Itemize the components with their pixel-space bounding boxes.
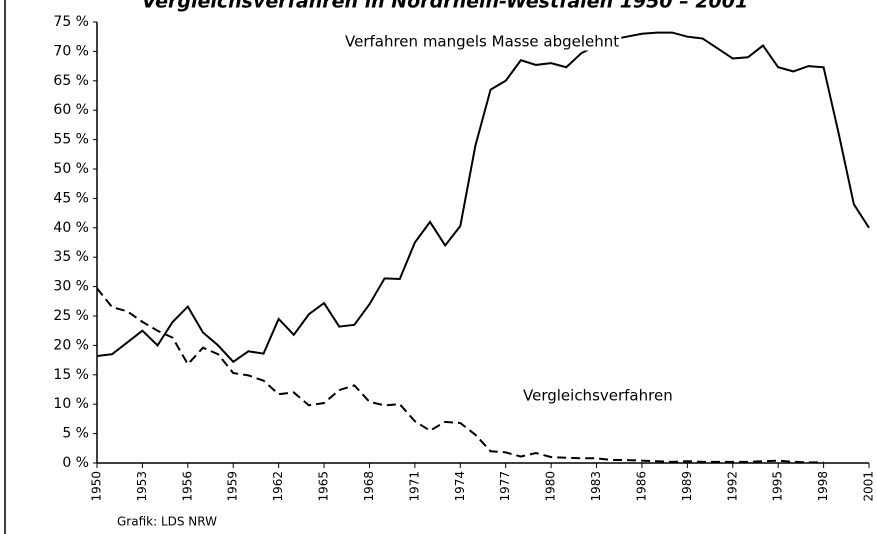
x-tick-label: 2001 xyxy=(862,471,876,502)
x-tick-label: 1974 xyxy=(453,471,467,502)
chart-title: Vergleichsverfahren in Nordrhein-Westfal… xyxy=(142,0,748,13)
y-tick-label: 60 % xyxy=(53,102,89,118)
x-tick-label: 1971 xyxy=(407,471,421,502)
series-label: Vergleichsverfahren xyxy=(523,387,673,405)
y-tick-label: 75 % xyxy=(53,14,89,30)
line xyxy=(96,287,824,464)
x-tick-label: 1980 xyxy=(544,471,558,502)
y-tick-label: 50 % xyxy=(53,161,89,177)
x-tick-label: 1992 xyxy=(725,471,739,502)
x-tick-label: 1950 xyxy=(90,471,104,502)
y-tick-label: 70 % xyxy=(53,43,89,59)
source: Grafik: LDS NRW xyxy=(117,515,217,529)
line xyxy=(96,31,870,364)
x-tick-label: 1989 xyxy=(680,471,694,502)
y-tick-label: 0 % xyxy=(62,455,89,471)
x-tick-label: 1959 xyxy=(226,471,240,502)
x-tick-label: 1998 xyxy=(816,471,830,502)
x-tick-label: 1965 xyxy=(317,471,331,502)
y-tick-label: 45 % xyxy=(53,190,89,206)
y-tick-label: 30 % xyxy=(53,279,89,295)
y-tick-label: 55 % xyxy=(53,132,89,148)
x-tick-label: 1956 xyxy=(180,471,194,502)
series-label-bg xyxy=(343,32,622,51)
y-tick-label: 35 % xyxy=(53,249,89,265)
y-tick-label: 5 % xyxy=(62,426,89,442)
x-tick-label: 1953 xyxy=(135,471,149,502)
x-tick-label: 1986 xyxy=(634,471,648,502)
x-tick-label: 1995 xyxy=(771,471,785,502)
y-tick-label: 15 % xyxy=(53,367,89,383)
y-tick-label: 20 % xyxy=(53,337,89,353)
series-label: Verfahren mangels Masse abgelehnt xyxy=(345,33,619,51)
x-tick-label: 1968 xyxy=(362,471,376,502)
y-tick-label: 10 % xyxy=(53,396,89,412)
y-tick-label: 25 % xyxy=(53,308,89,324)
x-tick-label: 1983 xyxy=(589,471,603,502)
x-tick-label: 1962 xyxy=(271,471,285,502)
x-tick-label: 1977 xyxy=(498,471,512,502)
y-tick-label: 65 % xyxy=(53,73,89,89)
y-tick-label: 40 % xyxy=(53,220,89,236)
